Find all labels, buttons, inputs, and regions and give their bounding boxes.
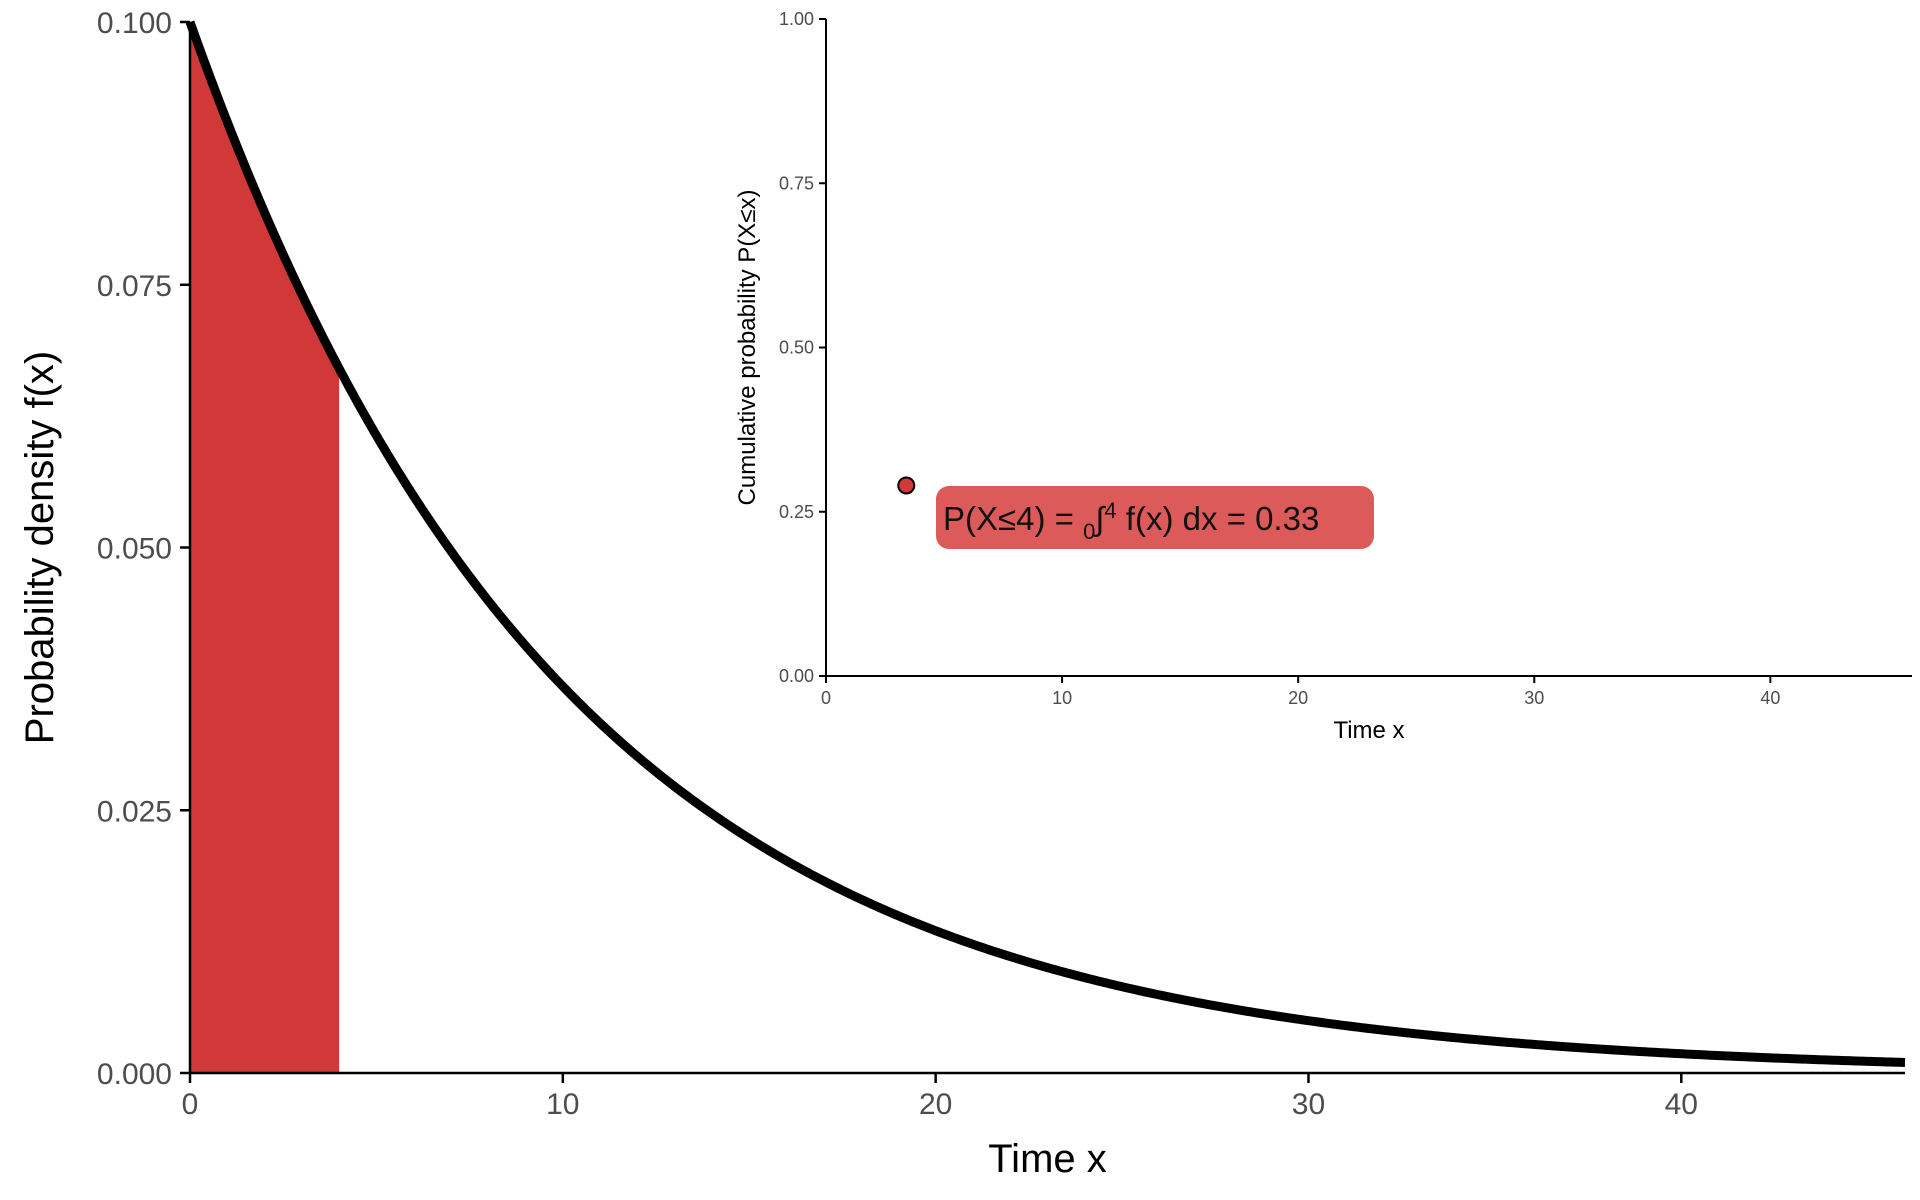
x-tick-label: 0: [182, 1088, 199, 1121]
y-tick-label: 0.100: [97, 7, 172, 40]
y-tick-label: 0.050: [97, 533, 172, 566]
inset-x-axis-title: Time x: [1333, 717, 1404, 744]
annotation-part-suffix: f(x) dx = 0.33: [1117, 500, 1320, 537]
x-tick-label: 10: [546, 1088, 579, 1121]
cumulative-point: [897, 476, 916, 495]
x-tick-label: 40: [1665, 1088, 1698, 1121]
y-axis-title: Probability density f(x): [18, 351, 62, 744]
annotation-part-prefix: P(X≤4) =: [943, 500, 1083, 537]
inset-x-tick-label: 20: [1288, 688, 1308, 708]
y-tick-label: 0.000: [97, 1058, 172, 1091]
annotation-part-lower: 0: [1083, 519, 1095, 544]
density-curve: [185, 20, 1907, 1067]
inset-y-tick-label: 0.50: [779, 338, 814, 358]
x-axis-title: Time x: [988, 1137, 1107, 1181]
annotation-part-upper: 4: [1104, 498, 1116, 523]
inset-x-tick-label: 10: [1052, 688, 1072, 708]
inset-y-tick-label: 0.00: [779, 666, 814, 686]
annotation-label: P(X≤4) = 0∫4 f(x) dx = 0.33: [943, 498, 1319, 544]
y-tick-label: 0.075: [97, 270, 172, 303]
inset-x-tick-label: 40: [1760, 688, 1780, 708]
inset-y-tick-label: 0.25: [779, 502, 814, 522]
y-tick-label: 0.025: [97, 795, 172, 828]
inset-y-tick-label: 0.75: [779, 173, 814, 193]
inset-y-axis-title: Cumulative probability P(X≤x): [734, 190, 761, 506]
annotation-part-symbol: ∫: [1093, 500, 1106, 537]
x-tick-label: 20: [919, 1088, 952, 1121]
inset-x-tick-label: 0: [821, 688, 831, 708]
x-tick-label: 30: [1292, 1088, 1325, 1121]
annotation-label-box: [936, 486, 1374, 549]
shaded-probability-area: [190, 22, 340, 1073]
inset-x-tick-label: 30: [1524, 688, 1544, 708]
inset-y-tick-label: 1.00: [779, 9, 814, 29]
